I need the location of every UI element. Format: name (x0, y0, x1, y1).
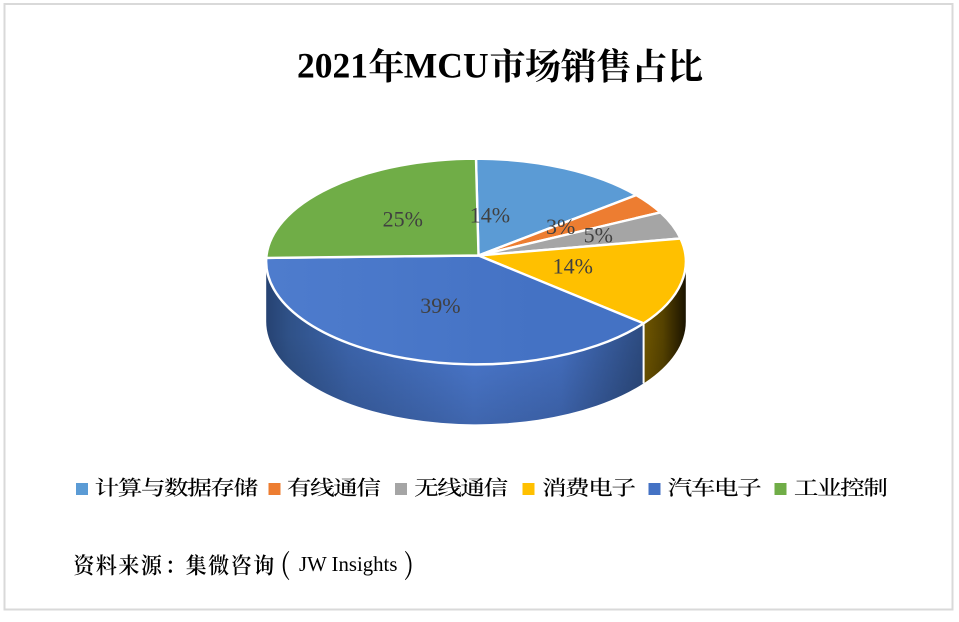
svg-text:2021: 2021 (297, 45, 368, 85)
svg-text:MCU: MCU (404, 45, 489, 85)
svg-text:14%: 14% (470, 203, 510, 228)
svg-text:JW Insights: JW Insights (299, 553, 397, 576)
svg-text:5%: 5% (584, 223, 613, 248)
svg-text:39%: 39% (420, 293, 460, 318)
svg-text:14%: 14% (553, 253, 593, 278)
svg-text:3%: 3% (546, 214, 575, 239)
svg-text:25%: 25% (383, 207, 423, 232)
